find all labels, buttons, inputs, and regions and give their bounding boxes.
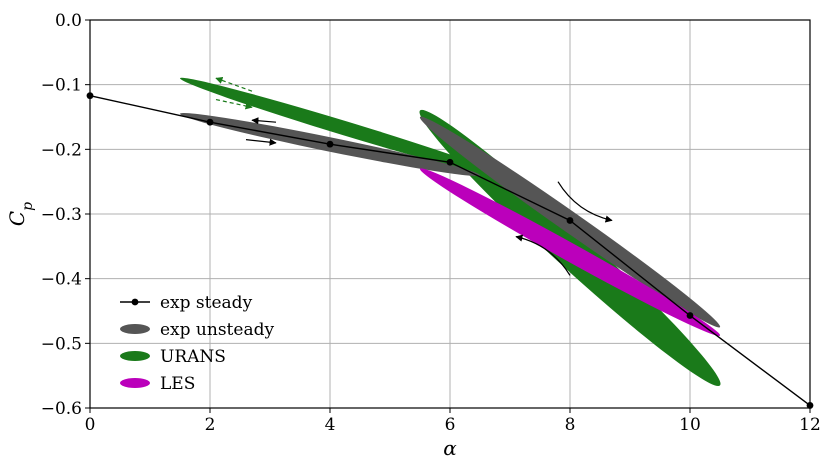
legend-label: URANS (160, 347, 226, 367)
x-tick-label: 2 (205, 415, 216, 435)
x-tick-label: 4 (325, 415, 336, 435)
x-tick-label: 0 (85, 415, 96, 435)
urans-loop (179, 77, 511, 179)
y-tick-label: 0.0 (55, 11, 82, 31)
legend: exp steady exp unsteady URANS LES (120, 293, 274, 394)
direction-arrow (251, 117, 277, 125)
x-tick-label: 8 (565, 415, 576, 435)
exp-steady-point (446, 158, 454, 166)
y-tick-label: −0.1 (41, 76, 82, 96)
legend-label: exp unsteady (160, 320, 274, 340)
y-tick-label: −0.4 (41, 270, 82, 290)
direction-arrow (245, 138, 277, 146)
y-ticks: 0.0 −0.1 −0.2 −0.3 −0.4 −0.5 −0.6 (41, 11, 90, 419)
exp-steady-point (206, 118, 214, 126)
x-ticks: 0 2 4 6 8 10 12 (85, 408, 821, 435)
legend-swatch-urans (120, 351, 150, 361)
legend-swatch-les (120, 378, 150, 388)
direction-arrow (215, 98, 253, 110)
x-tick-label: 10 (679, 415, 701, 435)
exp-steady-point (566, 217, 574, 224)
direction-arrow (515, 234, 571, 276)
arrows-layer (215, 77, 613, 276)
direction-arrow (557, 181, 613, 223)
y-tick-label: −0.6 (41, 399, 82, 419)
y-tick-label: −0.5 (41, 334, 82, 354)
legend-label: LES (160, 374, 195, 394)
y-axis-label: Cp (5, 202, 36, 226)
legend-label: exp steady (160, 293, 253, 313)
y-tick-label: −0.2 (41, 140, 82, 160)
loops-layer (179, 77, 721, 387)
y-tick-label: −0.3 (41, 205, 82, 225)
exp-steady-point (326, 140, 334, 148)
direction-arrow (215, 77, 253, 92)
exp-steady-point (686, 312, 694, 319)
legend-swatch-exp-unsteady (120, 324, 150, 334)
x-tick-label: 6 (445, 415, 456, 435)
x-axis-label: α (443, 436, 457, 458)
x-tick-label: 12 (799, 415, 821, 435)
legend-marker-exp-steady (131, 298, 139, 306)
les-loop (419, 168, 721, 336)
